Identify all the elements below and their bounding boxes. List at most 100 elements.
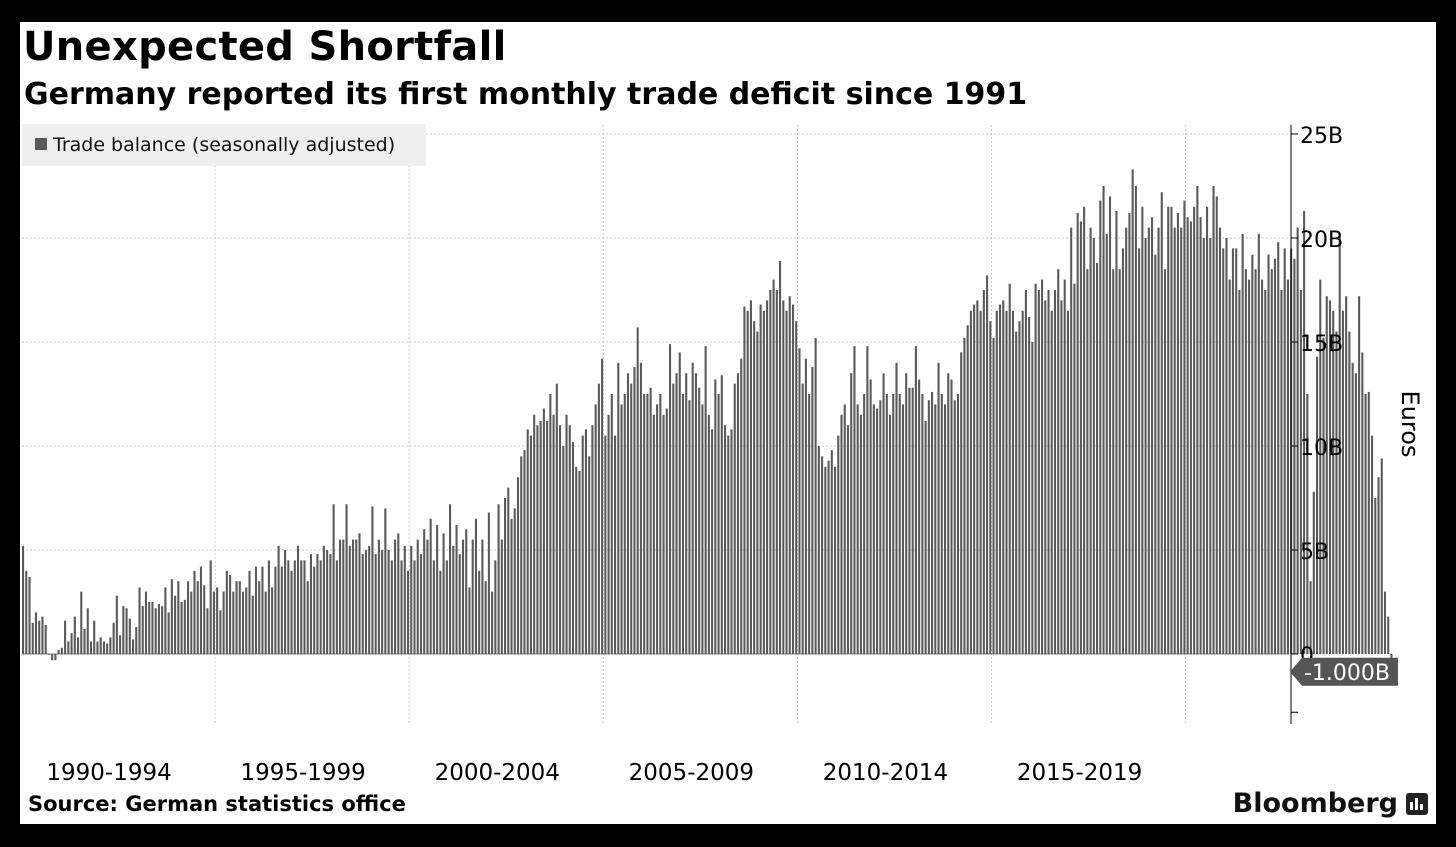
bar bbox=[1011, 310, 1015, 654]
bar bbox=[656, 404, 659, 654]
bar bbox=[552, 414, 555, 654]
bar bbox=[1057, 269, 1060, 654]
bar bbox=[733, 383, 736, 654]
bar bbox=[724, 425, 727, 654]
bar bbox=[1202, 238, 1205, 654]
bar bbox=[293, 560, 296, 654]
bar bbox=[759, 304, 762, 654]
bar bbox=[174, 595, 177, 654]
bar bbox=[1138, 248, 1141, 654]
bar bbox=[1374, 498, 1377, 654]
bar bbox=[1099, 200, 1102, 654]
bar bbox=[280, 566, 283, 654]
bar bbox=[694, 373, 697, 654]
bar bbox=[1209, 238, 1212, 654]
bar bbox=[788, 296, 791, 654]
bar bbox=[148, 602, 151, 654]
bar bbox=[199, 566, 203, 654]
bar bbox=[481, 539, 484, 654]
bar bbox=[1248, 279, 1251, 654]
callout-label: -1.000B bbox=[1304, 661, 1390, 686]
bar bbox=[662, 414, 665, 654]
bar bbox=[866, 346, 869, 654]
bar bbox=[1212, 186, 1215, 654]
bar bbox=[888, 414, 892, 654]
bar bbox=[154, 608, 157, 654]
bar bbox=[1118, 269, 1121, 654]
bar bbox=[559, 425, 562, 654]
bar bbox=[267, 560, 270, 654]
bar bbox=[277, 545, 280, 654]
bar bbox=[180, 602, 183, 654]
bar bbox=[937, 362, 940, 654]
bar bbox=[254, 566, 258, 654]
bar bbox=[1206, 206, 1209, 655]
bar bbox=[746, 310, 749, 654]
bar bbox=[300, 560, 303, 654]
bar bbox=[584, 429, 587, 654]
bar bbox=[817, 446, 820, 654]
bar bbox=[1196, 186, 1199, 654]
bar bbox=[869, 379, 872, 654]
bar bbox=[1060, 300, 1063, 654]
bar bbox=[973, 304, 976, 654]
bar bbox=[1241, 233, 1244, 654]
bar bbox=[837, 435, 840, 654]
bar bbox=[361, 554, 364, 654]
bar bbox=[196, 581, 199, 654]
bar bbox=[814, 337, 817, 654]
bar bbox=[898, 394, 901, 654]
bar bbox=[471, 539, 474, 654]
bar bbox=[34, 612, 38, 654]
bar bbox=[623, 394, 626, 654]
bar bbox=[1299, 290, 1302, 654]
bar bbox=[892, 394, 895, 654]
bar bbox=[358, 533, 361, 654]
bar bbox=[264, 591, 267, 654]
bar bbox=[309, 554, 313, 654]
bar bbox=[1021, 310, 1024, 654]
bar bbox=[83, 629, 86, 654]
bar bbox=[665, 408, 668, 654]
bar bbox=[1312, 491, 1315, 654]
bar bbox=[1280, 290, 1283, 654]
bar bbox=[67, 641, 70, 654]
bar bbox=[348, 545, 351, 654]
bar bbox=[620, 404, 623, 654]
bar bbox=[520, 456, 523, 654]
bar bbox=[261, 566, 264, 654]
bar bbox=[1309, 581, 1312, 654]
bar bbox=[846, 425, 850, 654]
bar bbox=[918, 379, 921, 654]
bar bbox=[678, 352, 681, 654]
bar bbox=[914, 346, 917, 654]
bar bbox=[1261, 279, 1264, 654]
bar bbox=[1134, 186, 1137, 654]
bar bbox=[306, 581, 309, 654]
bar bbox=[335, 560, 338, 654]
bar bbox=[93, 620, 96, 654]
bar bbox=[905, 373, 908, 654]
bar bbox=[1325, 296, 1328, 654]
bar bbox=[523, 450, 526, 654]
bar bbox=[258, 581, 261, 654]
bar bbox=[1364, 394, 1367, 654]
bar bbox=[943, 404, 947, 654]
bar bbox=[22, 545, 25, 654]
bar bbox=[1254, 269, 1257, 654]
bar bbox=[798, 348, 801, 654]
bar bbox=[73, 616, 76, 654]
bar bbox=[452, 545, 455, 654]
bar bbox=[581, 435, 584, 654]
bar bbox=[963, 337, 966, 654]
bar bbox=[1218, 227, 1222, 654]
bar bbox=[966, 325, 969, 654]
bar bbox=[1083, 206, 1086, 655]
bar bbox=[1332, 310, 1335, 654]
bar bbox=[730, 429, 733, 654]
bar bbox=[1044, 300, 1047, 654]
bar bbox=[241, 591, 245, 654]
bar bbox=[206, 608, 209, 654]
bar bbox=[840, 414, 843, 654]
bar bbox=[882, 373, 885, 654]
